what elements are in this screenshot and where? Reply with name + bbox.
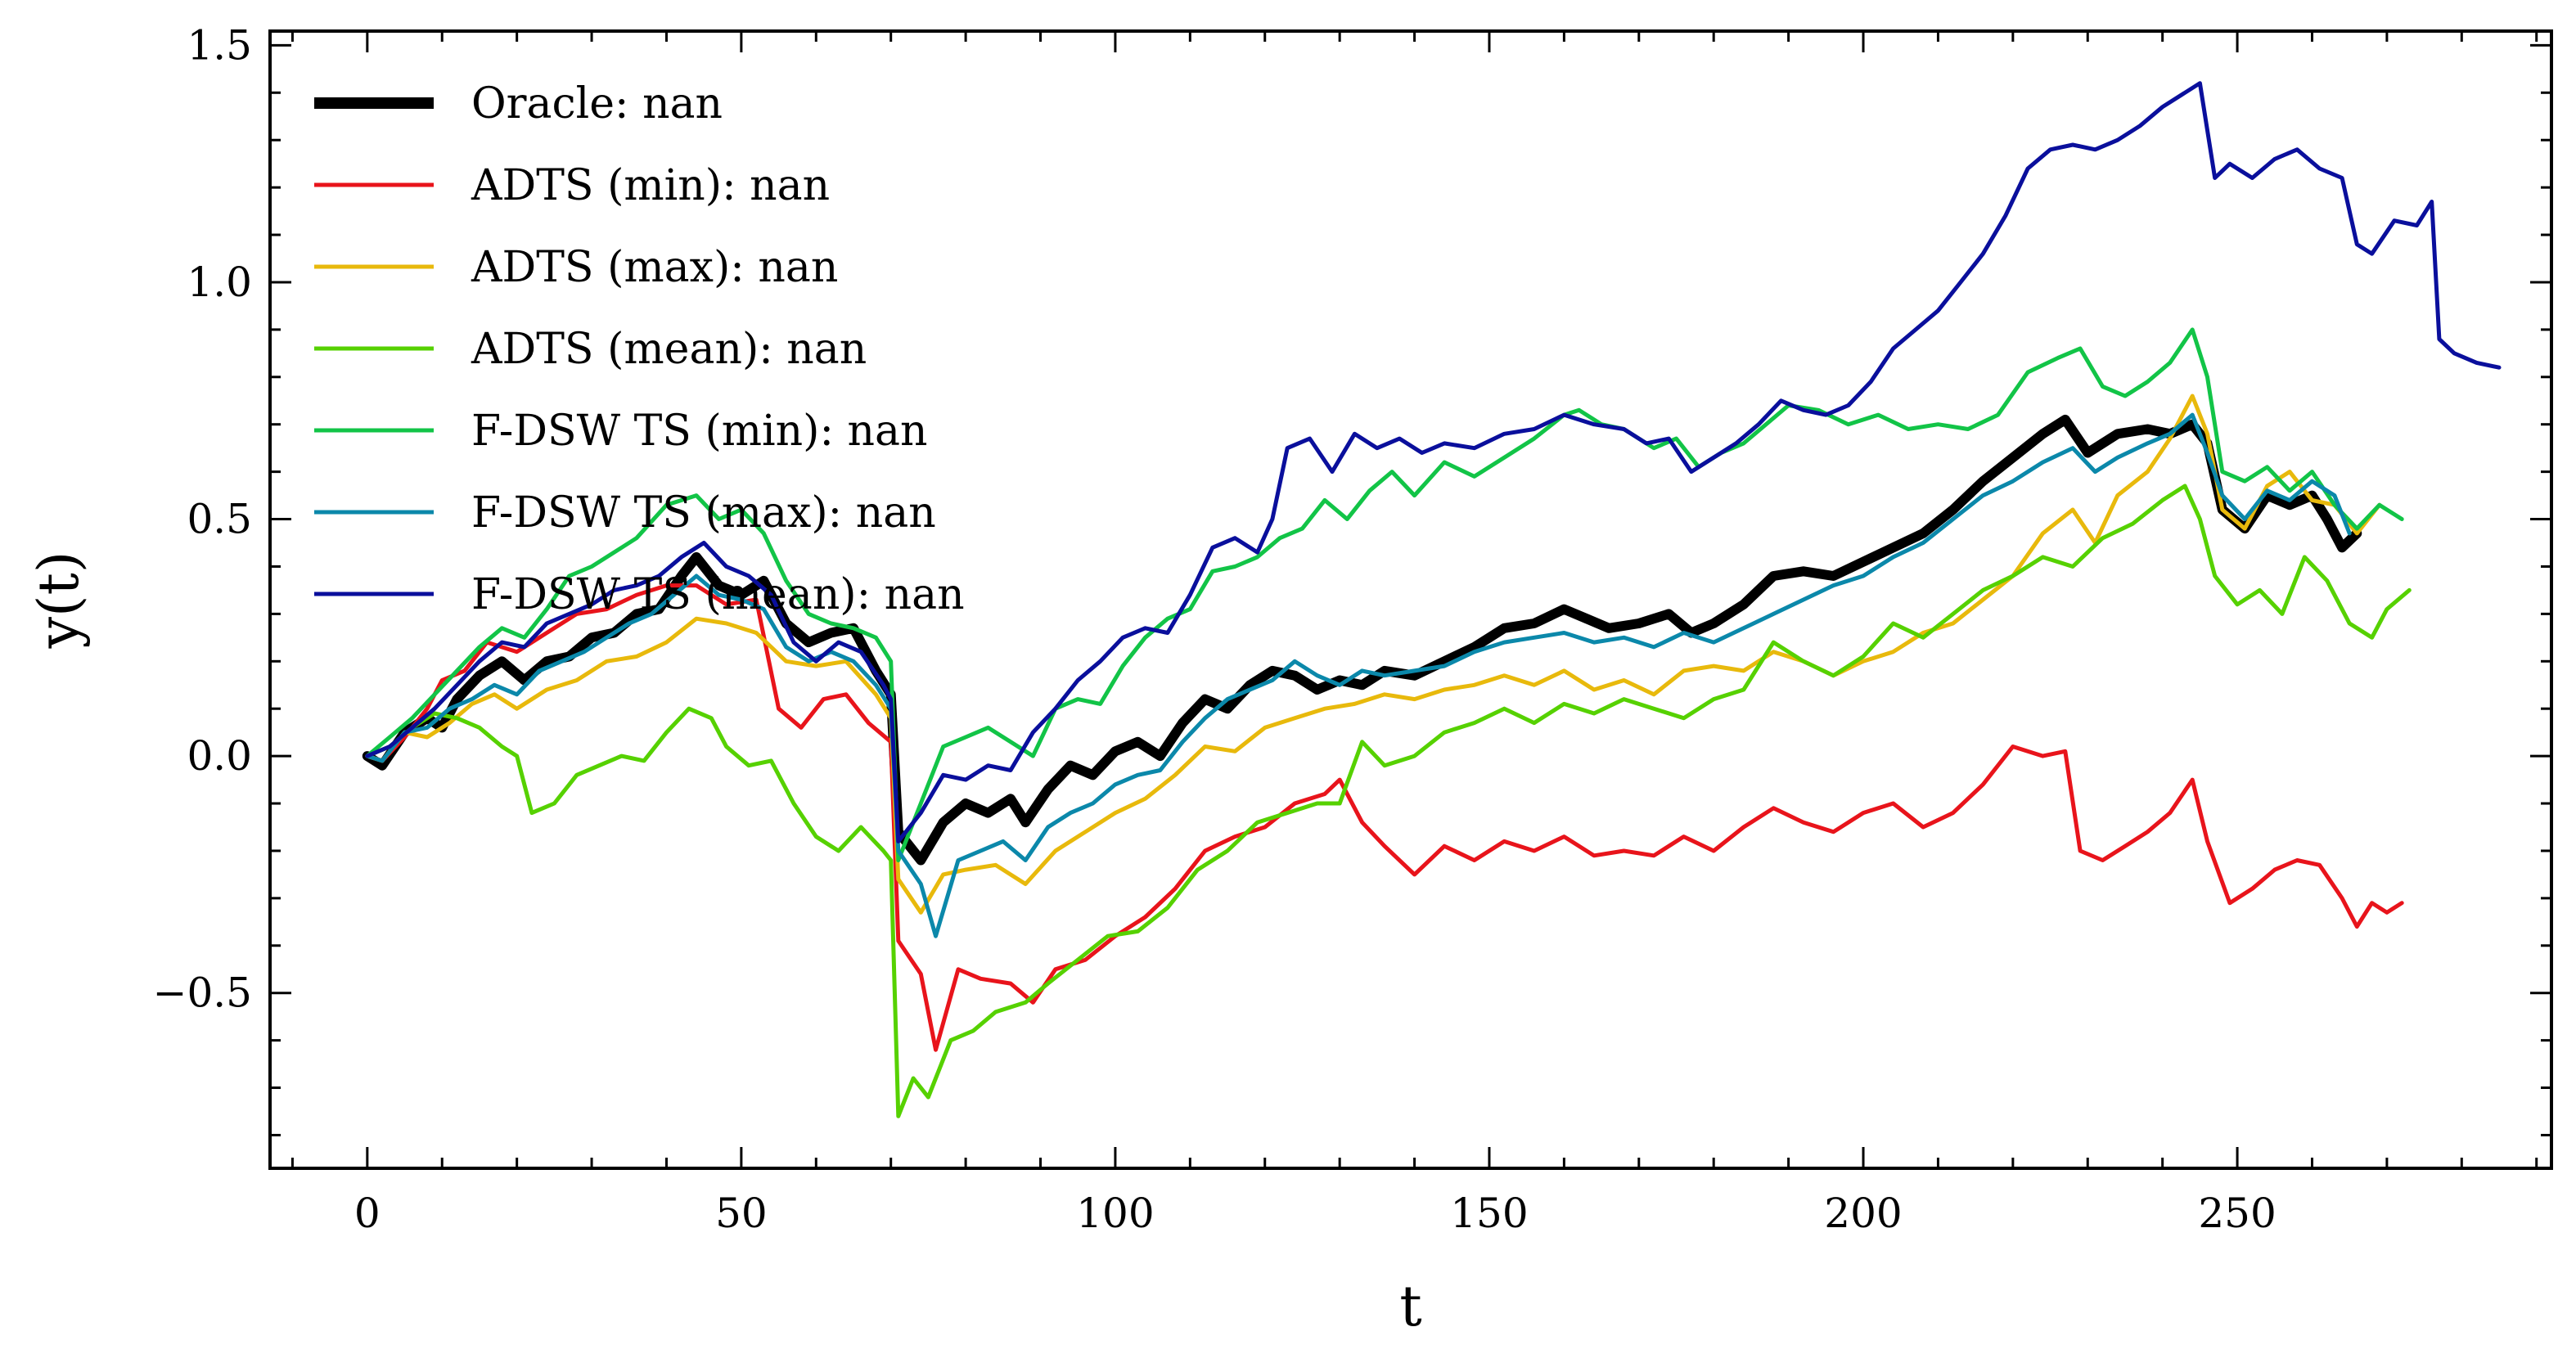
y-tick-label: 1.0 [187, 259, 252, 306]
y-tick-label: 0.5 [187, 496, 252, 543]
series-line-5 [365, 412, 2352, 938]
series-line-4 [365, 327, 2404, 862]
series-line-1 [365, 583, 2404, 1052]
legend-label: ADTS (min): nan [471, 161, 830, 210]
plot-frame [268, 29, 2553, 1170]
y-tick-label: 0.0 [187, 732, 252, 780]
x-tick-label: 100 [1076, 1190, 1154, 1237]
series-line-2 [365, 394, 2382, 915]
x-tick-label: 50 [715, 1190, 768, 1237]
y-axis-label: y(t) [27, 551, 92, 650]
legend-label: F-DSW TS (max): nan [471, 488, 936, 538]
legend: Oracle: nan ADTS (min): nan ADTS (max): na… [314, 79, 965, 619]
legend-label: Oracle: nan [471, 79, 723, 128]
x-tick-label: 0 [354, 1190, 381, 1237]
legend-label: F-DSW TS (mean): nan [471, 570, 965, 619]
y-tick-label: 1.5 [187, 21, 252, 69]
series-lines [362, 81, 2502, 1118]
tick-labels: 0 50 100 150 200 250 −0.5 0.0 0.5 1.0 1.5 [153, 21, 2277, 1237]
legend-label: ADTS (max): nan [471, 243, 838, 292]
series-line-0 [362, 414, 2362, 866]
series-line-6 [365, 81, 2502, 843]
x-tick-label: 200 [1824, 1190, 1902, 1237]
axis-ticks [270, 31, 2551, 1168]
series-line-3 [365, 484, 2412, 1118]
y-tick-label: −0.5 [153, 969, 252, 1017]
legend-label: F-DSW TS (min): nan [471, 407, 927, 456]
x-axis-label: t [1399, 1275, 1421, 1339]
x-tick-label: 250 [2198, 1190, 2276, 1237]
legend-label: ADTS (mean): nan [471, 325, 867, 374]
x-tick-label: 150 [1450, 1190, 1528, 1237]
